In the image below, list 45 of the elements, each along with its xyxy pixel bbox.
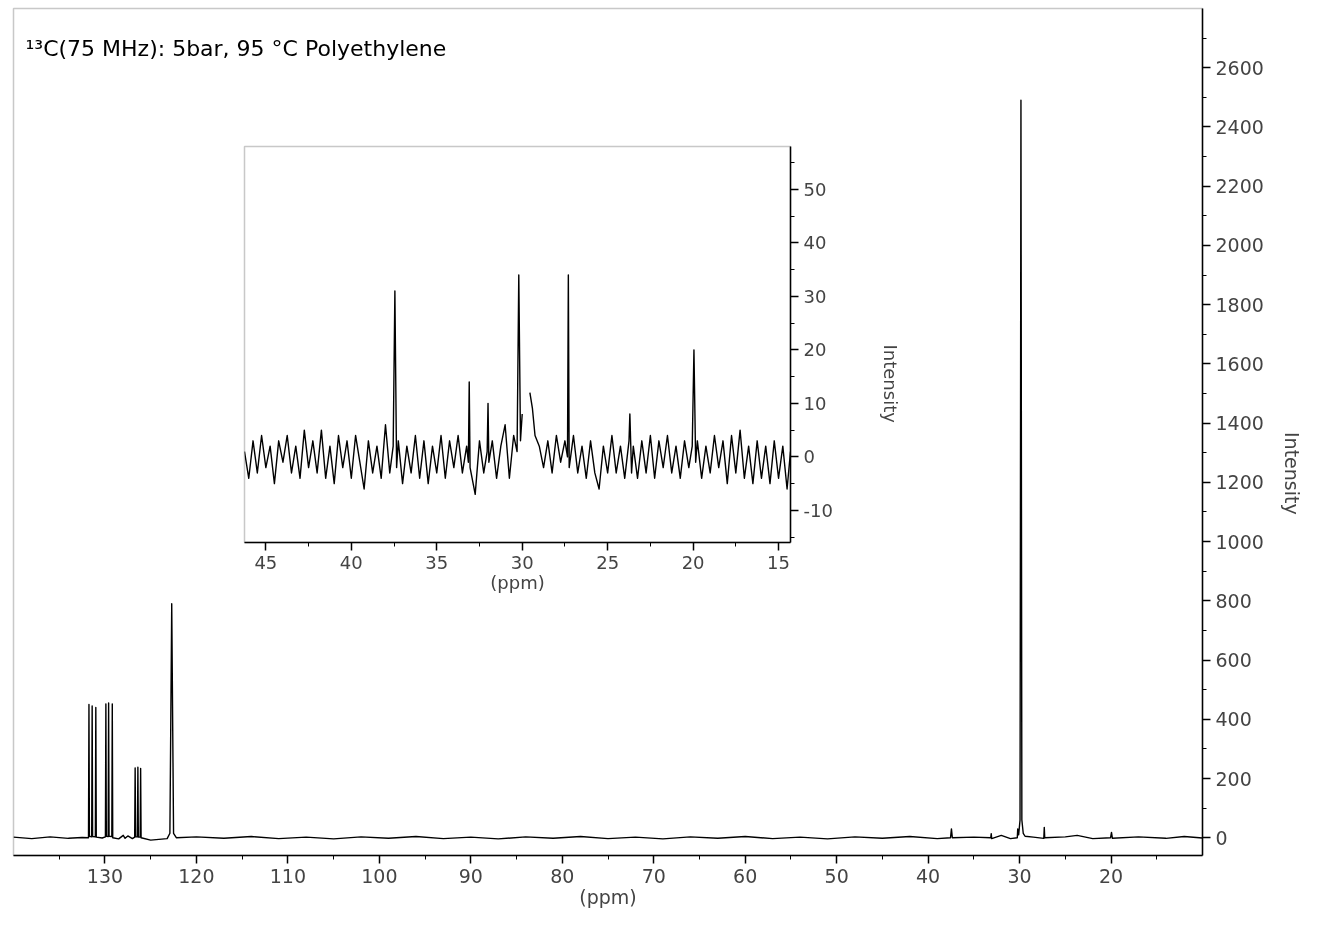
x-tick-label: 100 <box>361 864 398 887</box>
x-axis-title: (ppm) <box>490 571 545 593</box>
x-tick-label: 80 <box>550 864 575 887</box>
x-tick-label: 30 <box>1007 864 1032 887</box>
x-tick-label: 25 <box>596 551 620 573</box>
y-tick-label: 20 <box>803 339 827 361</box>
x-tick-label: 30 <box>510 551 534 573</box>
y-tick-label: 200 <box>1215 767 1252 790</box>
y-tick-label: 40 <box>803 232 827 254</box>
x-tick-label: 70 <box>641 864 666 887</box>
x-tick-label: 120 <box>178 864 215 887</box>
y-tick-label: 1800 <box>1215 293 1264 316</box>
y-tick-label: 0 <box>1215 826 1228 849</box>
y-tick-label: 2400 <box>1215 115 1264 138</box>
y-tick-label: 30 <box>803 285 827 307</box>
x-tick-label: 40 <box>916 864 941 887</box>
y-tick-label: 1200 <box>1215 471 1264 494</box>
x-tick-label: 45 <box>254 551 278 573</box>
y-tick-label: 600 <box>1215 649 1252 672</box>
y-tick-label: 1400 <box>1215 412 1264 435</box>
y-tick-label: 1000 <box>1215 530 1264 553</box>
y-axis-title: Intensity <box>1280 432 1303 515</box>
y-tick-label: 800 <box>1215 589 1252 612</box>
text: ¹³C(75 MHz): 5bar, 95 °C Polyethylene <box>25 35 447 61</box>
x-tick-label: 20 <box>1098 864 1124 887</box>
x-tick-label: 90 <box>458 864 483 887</box>
y-tick-label: 1600 <box>1215 352 1264 375</box>
y-tick-label: 50 <box>803 178 827 200</box>
y-tick-label: 2200 <box>1215 175 1264 198</box>
x-tick-label: 15 <box>767 551 790 573</box>
y-tick-label: 2000 <box>1215 234 1264 257</box>
x-tick-label: 50 <box>824 864 849 887</box>
y-axis-title: Intensity <box>880 344 902 424</box>
y-tick-label: 10 <box>803 392 827 414</box>
x-tick-label: 35 <box>425 551 449 573</box>
y-tick-label: -10 <box>803 499 833 521</box>
x-tick-label: 60 <box>733 864 758 887</box>
y-tick-label: 0 <box>803 446 815 468</box>
y-tick-label: 2600 <box>1215 56 1264 79</box>
x-tick-label: 130 <box>86 864 124 887</box>
x-tick-label: 20 <box>681 551 705 573</box>
x-axis-title: (ppm) <box>579 885 637 908</box>
x-tick-label: 40 <box>339 551 363 573</box>
x-tick-label: 110 <box>269 864 307 887</box>
y-tick-label: 400 <box>1215 708 1252 731</box>
